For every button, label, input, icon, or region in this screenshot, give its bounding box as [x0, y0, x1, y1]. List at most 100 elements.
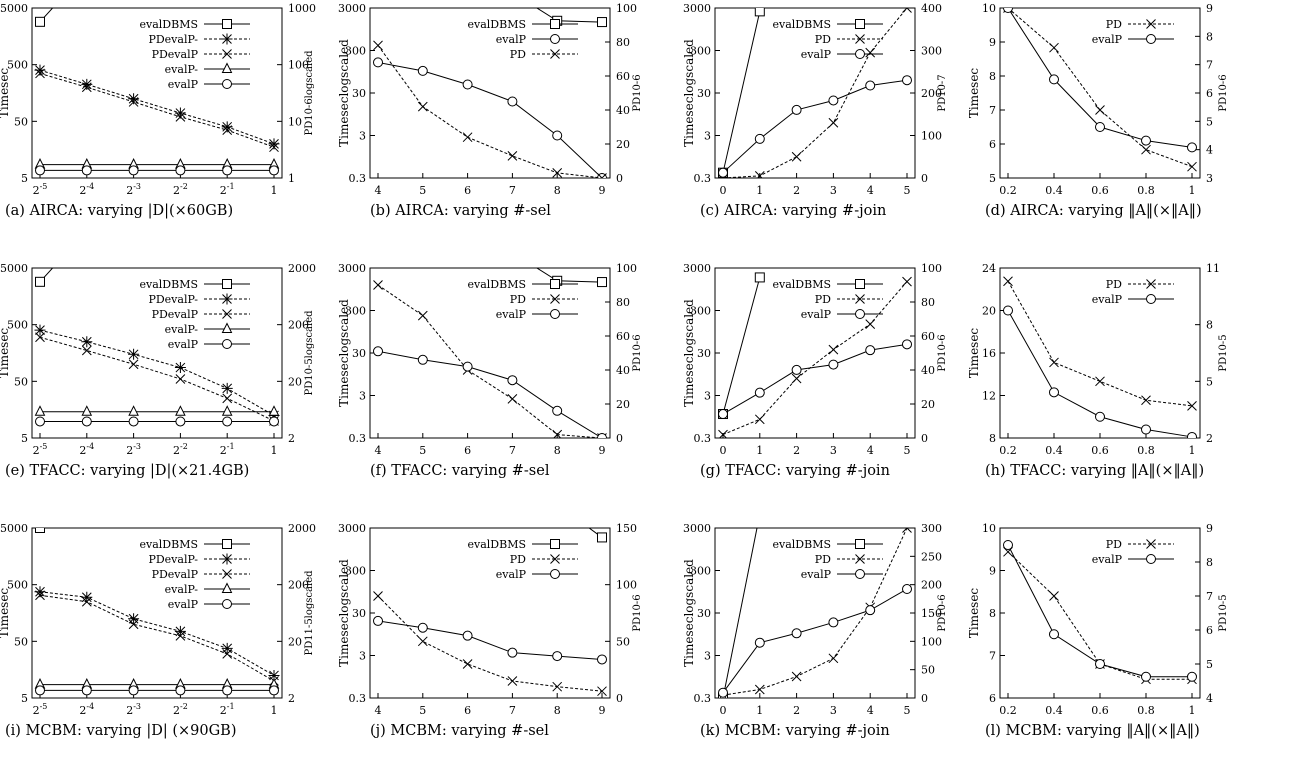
left-tick-label: 8 [989, 607, 996, 620]
data-point [1049, 357, 1059, 368]
legend-marker [550, 279, 560, 289]
data-point [81, 82, 92, 93]
data-point [597, 17, 607, 28]
legend-marker [550, 49, 560, 59]
data-point [754, 272, 765, 283]
left-tick-label: 0.3 [349, 432, 367, 445]
data-point [1049, 591, 1059, 601]
right-tick-label: 100 [616, 262, 637, 275]
y-axis-label: Timesec [967, 68, 981, 119]
x-tick-label: 0.4 [1045, 184, 1063, 197]
x-tick-label: 4 [375, 704, 382, 717]
x-tick-label: 0.8 [1137, 184, 1155, 197]
legend-label: evalDBMS [772, 18, 831, 31]
right-tick-label: 11 [1206, 262, 1220, 275]
right-tick-label: 300 [921, 45, 942, 58]
right-tick-label: 80 [921, 296, 935, 309]
right-tick-label: 250 [921, 550, 942, 563]
x-tick-label: 1 [756, 444, 763, 457]
data-point [175, 165, 186, 176]
series-line [39, 69, 275, 145]
left-tick-label: 0.3 [349, 692, 367, 705]
panel-caption: (b) AIRCA: varying #-sel [370, 203, 551, 219]
left-tick-label: 5 [21, 172, 28, 185]
data-point [507, 647, 518, 658]
left-tick-label: 300 [690, 45, 711, 58]
series-line [39, 8, 54, 23]
x-tick-label: 4 [375, 184, 382, 197]
x-tick-label: 2-2 [173, 182, 188, 197]
data-point [128, 359, 139, 370]
legend-marker [855, 294, 865, 304]
y2-axis-label: PD10-6logscaled [304, 50, 315, 136]
legend-marker [222, 339, 232, 349]
x-tick-label: 2-4 [79, 442, 94, 457]
right-tick-label: 60 [616, 330, 630, 343]
x-tick-label: 0.6 [1091, 704, 1109, 717]
right-tick-label: 5 [1206, 115, 1213, 128]
chart-panel: 24 20 16 12 8 11 8 5 2 0.2 0.4 0.6 0.8 1 Timesec PD10-5… [967, 262, 1229, 457]
y2-axis-label: PD10-5 [1218, 334, 1229, 371]
legend-label: evalP [496, 568, 527, 581]
data-point [174, 107, 186, 119]
series-line [377, 620, 603, 660]
chart-panel: 3000 300 30 3 0.3 150 100 50 0 4 5 6 7 8 9 Timeseclogsc… [337, 522, 643, 717]
data-point [373, 346, 383, 357]
right-tick-label: 0 [616, 172, 623, 185]
legend-marker [550, 309, 560, 319]
data-point [828, 617, 839, 628]
y2-axis-label: PD10-5 [1218, 594, 1229, 631]
y2-axis-label: PD10-6 [1218, 74, 1229, 111]
data-point [128, 405, 139, 416]
x-tick-label: 2 [793, 704, 800, 717]
data-point [81, 165, 92, 176]
legend-marker [221, 33, 233, 45]
data-point [81, 416, 92, 427]
data-point [865, 345, 876, 356]
data-point [1141, 135, 1151, 146]
right-tick-label: 150 [921, 607, 942, 620]
data-point [507, 151, 518, 161]
data-point [597, 433, 607, 438]
y-axis-label: Timeseclogscaled [337, 39, 351, 147]
data-point [174, 625, 186, 637]
left-tick-label: 300 [345, 565, 366, 578]
legend-marker [1146, 539, 1156, 549]
left-tick-label: 10 [982, 2, 996, 15]
series-layer [34, 528, 280, 696]
series-layer [34, 8, 280, 176]
right-tick-label: 40 [921, 364, 935, 377]
data-point [81, 345, 92, 356]
data-point [81, 596, 92, 607]
legend-marker [222, 279, 232, 289]
right-tick-label: 100 [921, 130, 942, 143]
x-tick-label: 1 [1189, 444, 1196, 457]
right-tick-label: 100 [921, 635, 942, 648]
data-point [718, 687, 728, 698]
data-point [81, 336, 93, 348]
series-layer [373, 268, 607, 438]
data-point [81, 591, 93, 603]
legend-label: PDevalP- [148, 293, 198, 306]
left-tick-label: 500 [7, 579, 28, 592]
panel-caption: (k) MCBM: varying #-join [700, 723, 890, 739]
right-tick-label: 7 [1206, 59, 1213, 72]
data-point [175, 416, 186, 427]
data-point [1049, 42, 1059, 53]
right-tick-label: 20 [288, 635, 302, 648]
legend-marker [550, 34, 560, 44]
left-tick-label: 3 [359, 650, 366, 663]
x-tick-label: 1 [271, 704, 278, 717]
series-line [39, 72, 275, 148]
y-axis-label: Timeseclogscaled [682, 299, 696, 407]
series-line [722, 281, 908, 436]
legend-label: PD [815, 553, 831, 566]
left-tick-label: 30 [352, 87, 366, 100]
legend-label: evalP [801, 48, 832, 61]
x-tick-label: 2-1 [220, 182, 235, 197]
data-point [373, 57, 383, 68]
series-line [377, 595, 603, 692]
series-line [39, 594, 275, 682]
chart-panel: 5000 500 50 5 2000 200 20 2 2-5 2-4 2-3 2-2 2-1 1 Time… [0, 522, 316, 717]
